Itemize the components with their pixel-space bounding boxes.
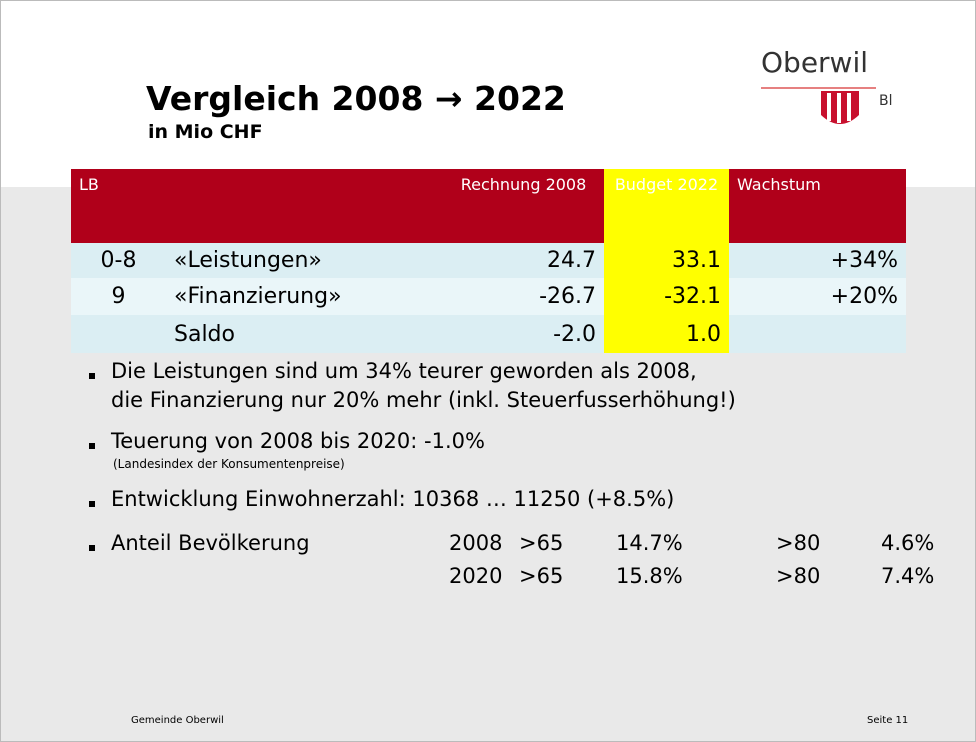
logo-text: Oberwil bbox=[761, 46, 869, 79]
table: LB Rechnung 2008 Budget 2022 Wachstum 0-… bbox=[71, 169, 906, 353]
column-header: Wachstum bbox=[729, 169, 906, 243]
bullet-marker bbox=[89, 545, 95, 551]
bullet-note: (Landesindex der Konsumentenpreise) bbox=[113, 457, 345, 471]
stat-cell: 2008 bbox=[449, 531, 503, 555]
stat-cell: >65 bbox=[519, 564, 564, 588]
table-cell: -26.7 bbox=[443, 278, 604, 315]
logo-suffix: Bl bbox=[879, 93, 893, 109]
table-row: Saldo -2.0 1.0 bbox=[71, 315, 906, 353]
stat-cell: 15.8% bbox=[616, 564, 683, 588]
subtitle: in Mio CHF bbox=[148, 121, 263, 143]
table-cell: 33.1 bbox=[604, 243, 729, 278]
stat-cell: >65 bbox=[519, 531, 564, 555]
stat-cell: 14.7% bbox=[616, 531, 683, 555]
table-row: 0-8 «Leistungen» 24.7 33.1 +34% bbox=[71, 243, 906, 278]
table-cell: Saldo bbox=[166, 315, 443, 353]
table-cell: 24.7 bbox=[443, 243, 604, 278]
column-header: LB bbox=[71, 169, 166, 243]
table-cell: +20% bbox=[729, 278, 906, 315]
table-cell: -2.0 bbox=[443, 315, 604, 353]
logo-graphic bbox=[761, 87, 876, 124]
table-cell bbox=[729, 315, 906, 353]
bullet-marker bbox=[89, 501, 95, 507]
footer-left: Gemeinde Oberwil bbox=[131, 715, 224, 726]
stat-cell: >80 bbox=[776, 531, 821, 555]
bullet-text: Teuerung von 2008 bis 2020: -1.0% bbox=[111, 429, 485, 453]
bullet-text: die Finanzierung nur 20% mehr (inkl. Ste… bbox=[111, 388, 736, 412]
stat-cell: 7.4% bbox=[881, 564, 935, 588]
table-cell: «Leistungen» bbox=[166, 243, 443, 278]
table-cell: +34% bbox=[729, 243, 906, 278]
table-cell bbox=[71, 315, 166, 353]
table-cell: 0-8 bbox=[71, 243, 166, 278]
bullet-marker bbox=[89, 373, 95, 379]
table-cell: 9 bbox=[71, 278, 166, 315]
title: Vergleich 2008 → 2022 bbox=[146, 79, 566, 118]
stat-cell: >80 bbox=[776, 564, 821, 588]
table-cell: «Finanzierung» bbox=[166, 278, 443, 315]
bullet-marker bbox=[89, 443, 95, 449]
column-header bbox=[166, 169, 443, 243]
column-header: Budget 2022 bbox=[604, 169, 729, 243]
bullet-text: Anteil Bevölkerung bbox=[111, 531, 310, 555]
footer-right: Seite 11 bbox=[867, 715, 909, 726]
table-cell: 1.0 bbox=[604, 315, 729, 353]
table-cell: -32.1 bbox=[604, 278, 729, 315]
stat-cell: 4.6% bbox=[881, 531, 935, 555]
column-header: Rechnung 2008 bbox=[443, 169, 604, 243]
table-row: 9 «Finanzierung» -26.7 -32.1 +20% bbox=[71, 278, 906, 315]
stat-cell: 2020 bbox=[449, 564, 503, 588]
bullet-text: Entwicklung Einwohnerzahl: 10368 … 11250… bbox=[111, 487, 675, 511]
bullet-text: Die Leistungen sind um 34% teurer geword… bbox=[111, 359, 697, 383]
